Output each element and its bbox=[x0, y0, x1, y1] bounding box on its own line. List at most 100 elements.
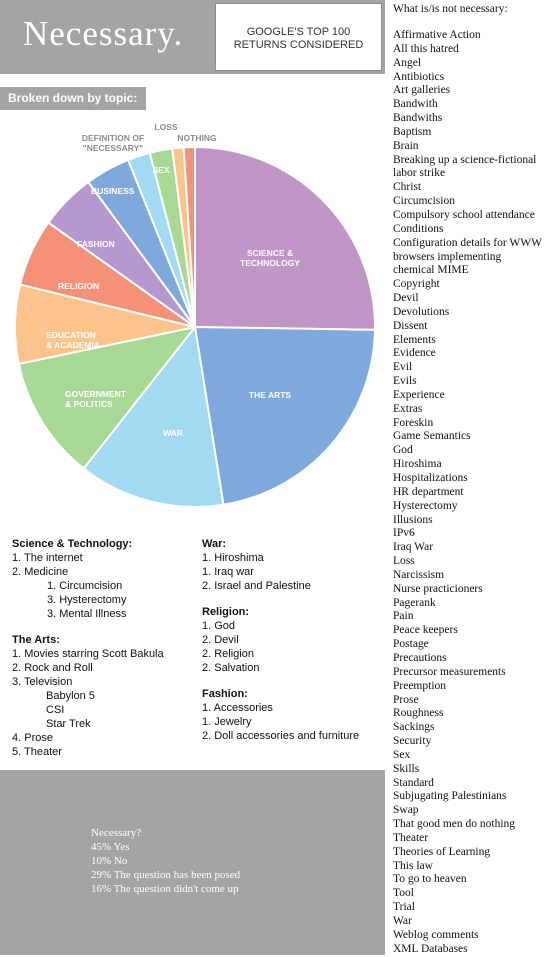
pie-chart: SCIENCE & TECHNOLOGY THE ARTS WAR GOVERNMENT… bbox=[14, 122, 376, 508]
list-item: Hiroshima bbox=[393, 458, 442, 471]
list-item: Brain bbox=[393, 139, 419, 152]
topic-heading: Religion: bbox=[202, 606, 250, 618]
list-item: Peace keepers bbox=[393, 624, 458, 637]
topic-item: 2. Medicine bbox=[12, 566, 69, 578]
list-item: Iraq War bbox=[393, 541, 434, 554]
list-item: Swap bbox=[393, 804, 419, 817]
list-item: To go to heaven bbox=[393, 873, 467, 886]
topic-item: 1. Movies starring Scott Bakula bbox=[12, 648, 164, 660]
header-band: Necessary. GOOGLE'S TOP 100 RETURNS CONS… bbox=[0, 0, 385, 74]
list-item: Elements bbox=[393, 333, 436, 346]
subtitle-line-1: GOOGLE'S TOP 100 bbox=[246, 26, 351, 38]
topic-item: 2. Religion bbox=[202, 648, 254, 660]
topic-item: Babylon 5 bbox=[46, 690, 95, 702]
list-item: XML Databases bbox=[393, 942, 468, 955]
slice-label: WAR bbox=[163, 428, 183, 438]
list-item: Conditions bbox=[393, 222, 444, 235]
list-item: Theater bbox=[393, 831, 429, 844]
list-item: Baptism bbox=[393, 125, 432, 138]
list-item: Nurse practicioners bbox=[393, 582, 483, 595]
topic-item: 2. Doll accessories and furniture bbox=[202, 730, 360, 742]
pie-slice bbox=[82, 324, 225, 508]
right-list-items: Affirmative Action All this hatred Angel An… bbox=[393, 29, 542, 957]
list-item: Foreskin bbox=[393, 416, 434, 429]
slice-label: DEFINITION OF "NECESSARY" bbox=[82, 133, 144, 153]
list-item: Roughness bbox=[393, 707, 444, 720]
list-item: Experience bbox=[393, 388, 445, 401]
topic-item: 3. Mental Illness bbox=[47, 608, 127, 620]
slice-label: RELIGION bbox=[58, 281, 99, 291]
topic-heading: Science & Technology: bbox=[12, 538, 133, 550]
topic-item: 2. Devil bbox=[202, 634, 239, 646]
topic-spacer bbox=[12, 621, 164, 633]
bottom-band: Necessary? 45% Yes 10% No 29% The questi… bbox=[0, 770, 385, 955]
list-item: Evil bbox=[393, 361, 413, 374]
list-item: Breaking up a science-fictional bbox=[393, 153, 537, 166]
list-item: Affirmative Action bbox=[393, 29, 481, 41]
topic-item: CSI bbox=[46, 704, 65, 716]
topic-heading: Fashion: bbox=[202, 688, 248, 700]
list-item: HR department bbox=[393, 485, 464, 498]
list-item: Subjugating Palestinians bbox=[393, 790, 507, 803]
list-item: IPv6 bbox=[393, 527, 415, 540]
list-item: browsers implementing bbox=[393, 250, 502, 263]
topic-spacer bbox=[202, 675, 359, 687]
topic-item: 1. Iraq war bbox=[202, 566, 254, 578]
list-item: All this hatred bbox=[393, 42, 459, 55]
list-item: Narcissism bbox=[393, 568, 445, 581]
subtitle-line-2: RETURNS CONSIDERED bbox=[233, 39, 364, 51]
topic-item: 1. Circumcision bbox=[47, 580, 123, 592]
necessary-line: 10% No bbox=[91, 855, 128, 867]
list-item: Pagerank bbox=[393, 596, 436, 609]
list-item: Illusions bbox=[393, 513, 433, 526]
subtitle: GOOGLE'S TOP 100 RETURNS CONSIDERED bbox=[216, 26, 381, 52]
slice-label: EDUCATION & ACADEMIA bbox=[46, 330, 100, 350]
list-item: God bbox=[393, 444, 413, 457]
list-item: Precursor measurements bbox=[393, 665, 506, 678]
topic-item: 3. Hysterectomy bbox=[47, 594, 127, 606]
pie-slice bbox=[193, 325, 376, 506]
list-item: Security bbox=[393, 735, 432, 748]
necessary-heading: Necessary? bbox=[91, 827, 142, 839]
topics-right-column: War: 1. Hiroshima 1. Iraq war 2. Israel and… bbox=[202, 537, 359, 743]
right-list-heading: What is/is not necessary: bbox=[393, 3, 508, 15]
list-item: Theories of Learning bbox=[393, 845, 491, 858]
list-item: Evils bbox=[393, 375, 417, 388]
topic-spacer bbox=[202, 593, 359, 605]
list-item: Compulsory school attendance bbox=[393, 208, 535, 221]
list-item: Preemption bbox=[393, 679, 447, 692]
pie-slice bbox=[17, 325, 198, 470]
slice-label: NOTHING bbox=[177, 133, 217, 143]
list-item: Circumcision bbox=[393, 195, 455, 208]
list-item: Standard bbox=[393, 776, 434, 789]
subtitle-box: GOOGLE'S TOP 100 RETURNS CONSIDERED bbox=[215, 3, 382, 71]
necessary-line: 45% Yes bbox=[91, 841, 130, 853]
list-item: Dissent bbox=[393, 319, 428, 332]
slice-label: THE ARTS bbox=[249, 390, 292, 400]
slice-label: BUSINESS bbox=[91, 186, 135, 196]
list-item: Game Semantics bbox=[393, 430, 471, 443]
list-item: Prose bbox=[393, 693, 419, 706]
topic-item: 1. Accessories bbox=[202, 702, 273, 714]
list-item: Angel bbox=[393, 56, 422, 69]
topic-label: Broken down by topic: bbox=[0, 87, 146, 110]
list-item: Skills bbox=[393, 762, 420, 775]
list-item: Extras bbox=[393, 402, 423, 415]
slice-label: LOSS bbox=[154, 122, 177, 132]
list-item: Antibiotics bbox=[393, 70, 445, 83]
list-item: Weblog comments bbox=[393, 928, 479, 941]
necessary-block: Necessary? 45% Yes 10% No 29% The questi… bbox=[91, 826, 240, 896]
topic-item: 1. Hiroshima bbox=[202, 552, 264, 564]
list-item: Art galleries bbox=[393, 84, 451, 97]
list-item: Loss bbox=[393, 555, 415, 568]
topic-item: Star Trek bbox=[46, 718, 91, 730]
pie-slice bbox=[194, 145, 376, 331]
list-item: Devolutions bbox=[393, 305, 450, 318]
pie-slice bbox=[182, 145, 196, 328]
necessary-line: 16% The question didn't come up bbox=[91, 883, 239, 895]
topic-item: 2. Rock and Roll bbox=[12, 662, 93, 674]
topic-item: 2. Salvation bbox=[202, 662, 260, 674]
topic-item: 5. Theater bbox=[12, 746, 62, 758]
page-title: Necessary. bbox=[23, 14, 184, 53]
list-item: War bbox=[393, 915, 412, 927]
